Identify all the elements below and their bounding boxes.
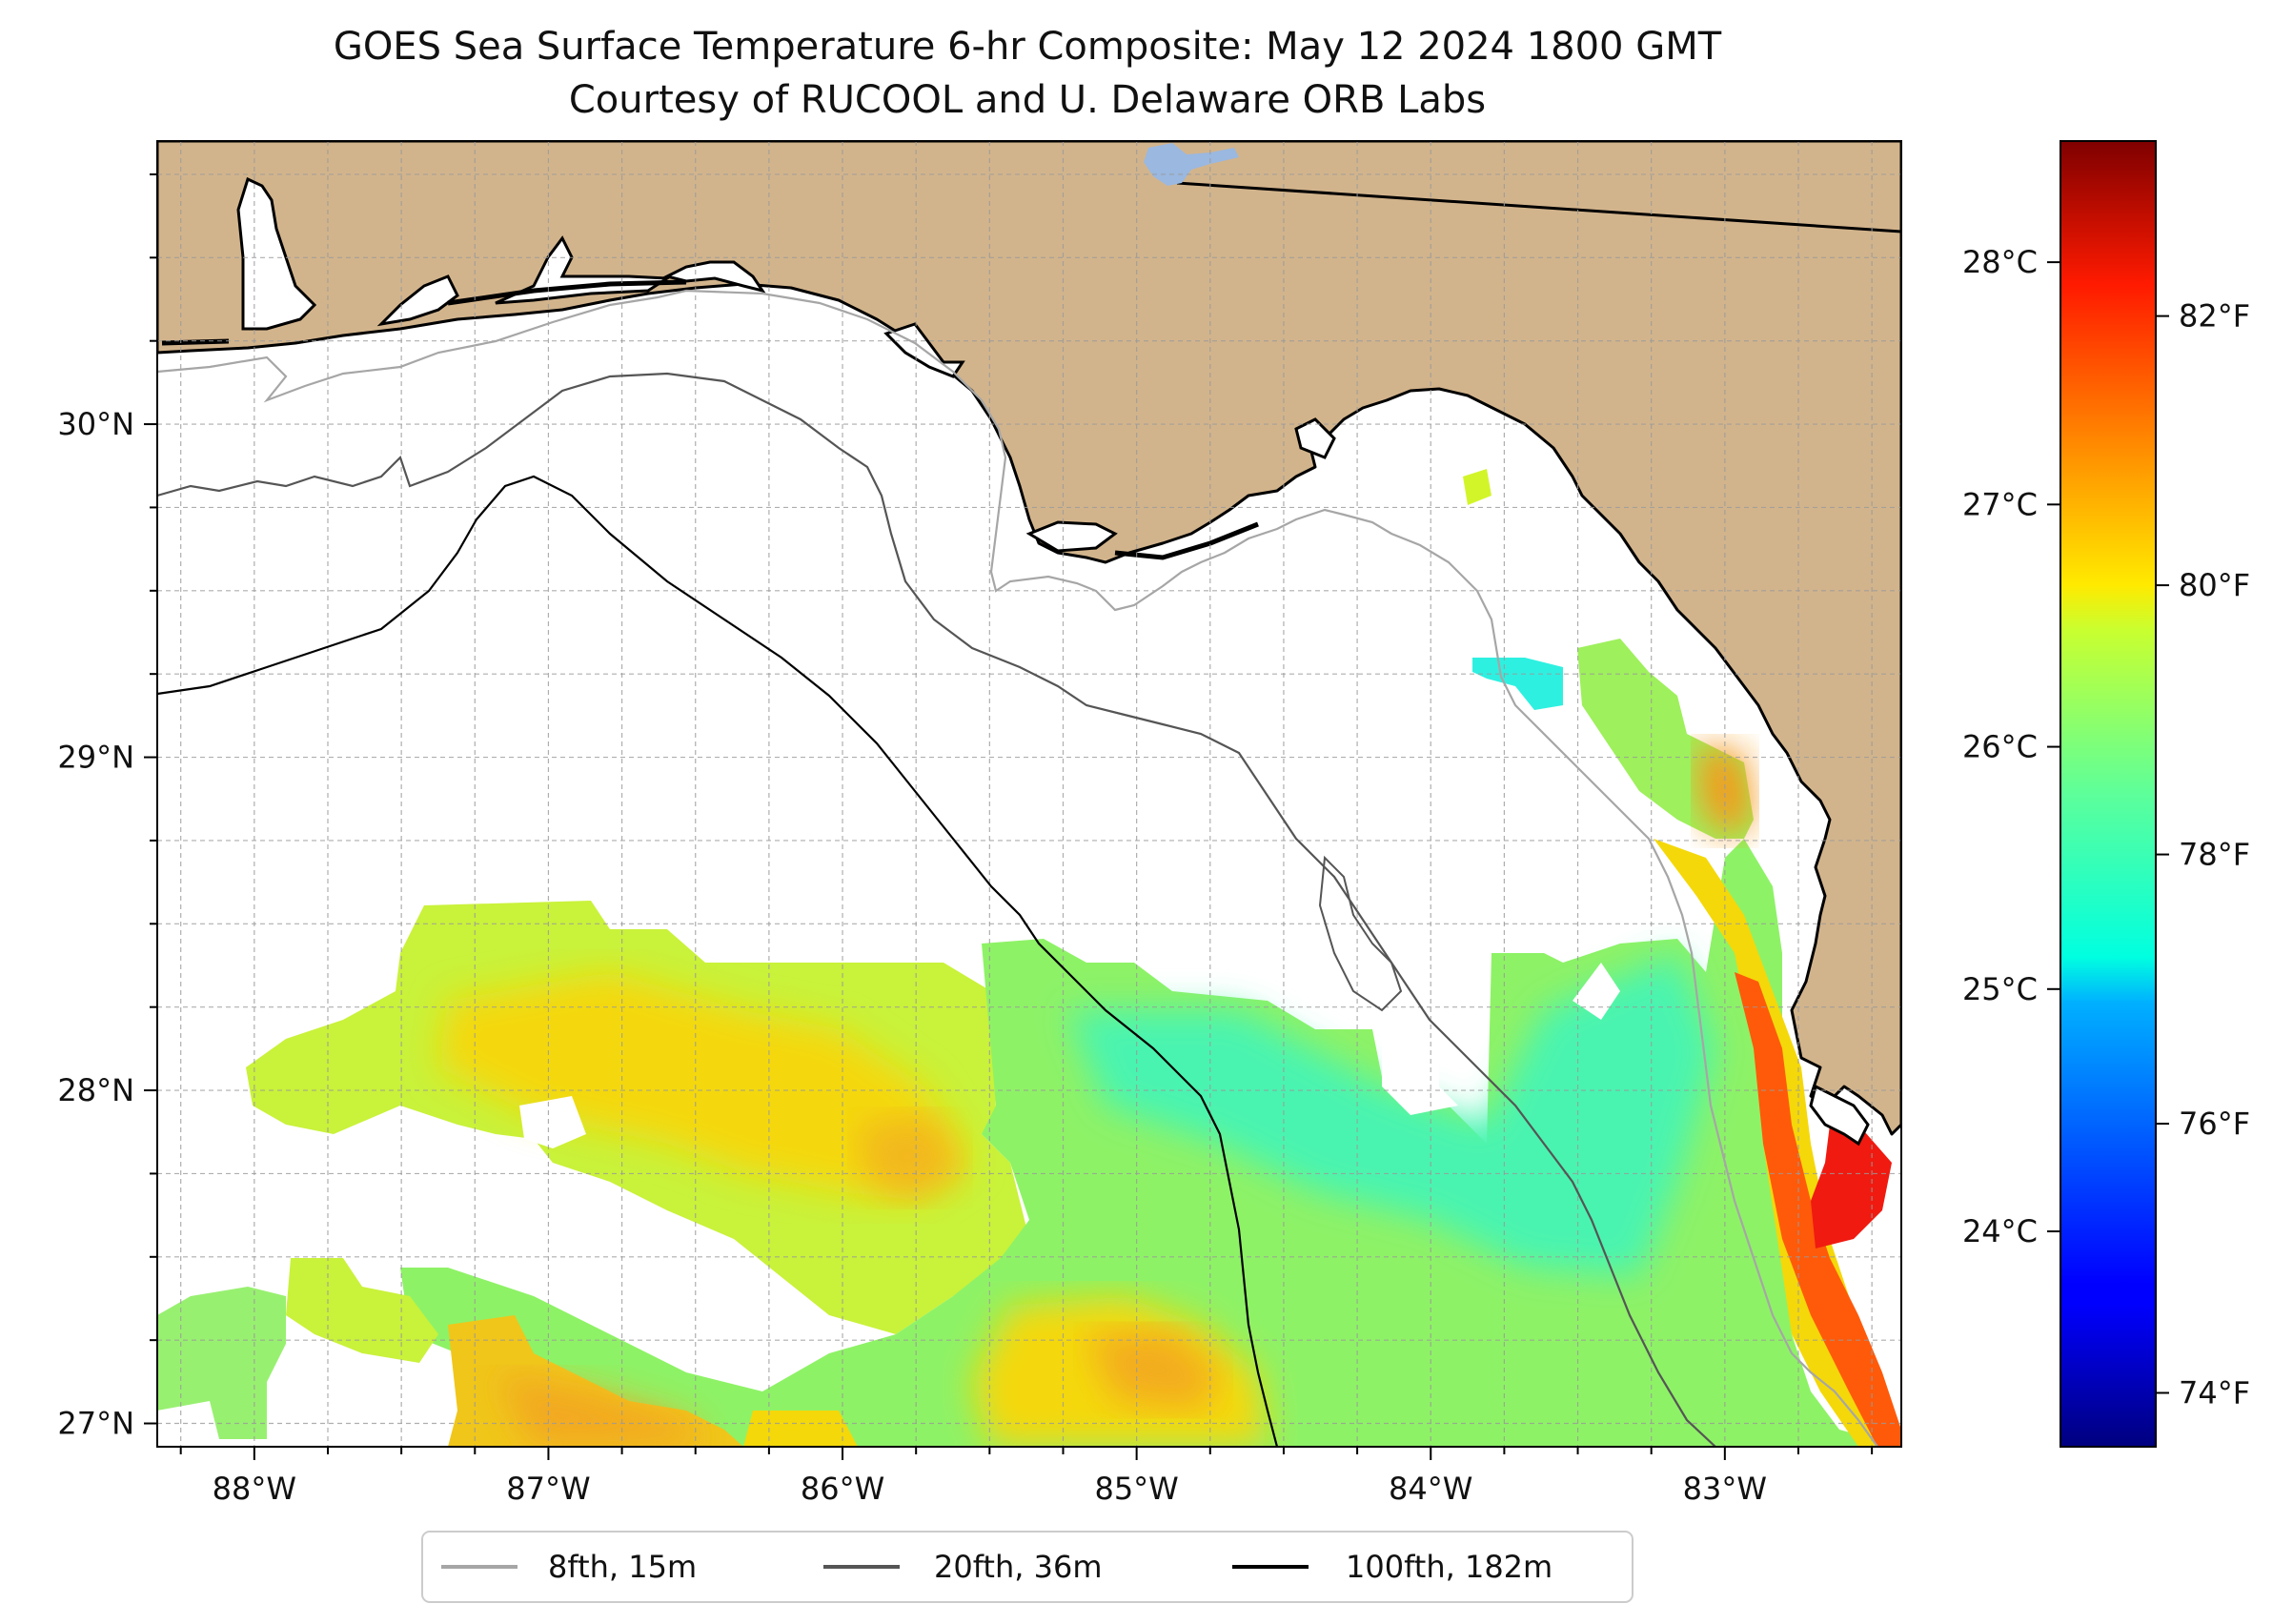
lon-tick-label: 84°W [1389, 1471, 1472, 1507]
barrier-island-3 [1114, 521, 1259, 560]
legend-label-20fth: 20fth, 36m [934, 1549, 1102, 1585]
legend-box [421, 1531, 1634, 1603]
land-mass [157, 141, 1901, 1136]
sst-patch-far-west-2 [286, 1258, 438, 1363]
tampa-bay [1809, 1084, 1870, 1147]
legend: 8fth, 15m 20fth, 36m 100fth, 182m [421, 1531, 1634, 1603]
map-frame [156, 140, 1902, 1448]
sst-patch-south-mid [743, 1411, 858, 1447]
lat-tick-label: 28°N [57, 1072, 134, 1108]
lon-tick-label: 85°W [1094, 1471, 1178, 1507]
sst-gap-3 [1573, 963, 1620, 1020]
legend-label-8fth: 8fth, 15m [548, 1549, 697, 1585]
colorbar-fahrenheit-label: 76°F [2179, 1106, 2250, 1142]
colorbar-celsius-label: 24°C [1962, 1213, 2038, 1249]
lat-tick-label: 30°N [57, 406, 134, 442]
map-title: GOES Sea Surface Temperature 6-hr Compos… [334, 25, 1722, 69]
sst-field [157, 469, 1901, 1447]
lat-ticks: 30°N 29°N 28°N 27°N [57, 173, 157, 1442]
mobile-bay [236, 176, 317, 331]
colorbar-fahrenheit-label: 80°F [2179, 567, 2250, 603]
lon-tick-label: 87°W [506, 1471, 590, 1507]
sst-gap-2 [1382, 1029, 1458, 1115]
pensacola-bay [376, 274, 459, 327]
sst-patch-coastal-orange [1735, 972, 1901, 1447]
contour-20fth-island [1318, 855, 1403, 1012]
colorbar-celsius-label: 25°C [1962, 971, 2038, 1007]
sst-patch-west-core-orange [858, 1115, 963, 1201]
sst-patch-central [400, 839, 1901, 1447]
lon-tick-label: 83°W [1683, 1471, 1767, 1507]
colorbar-fahrenheit-label: 82°F [2179, 298, 2250, 335]
lon-tick-label: 88°W [213, 1471, 296, 1507]
lon-ticks: 88°W 87°W 86°W 85°W 84°W 83°W [179, 1447, 1874, 1507]
state-border [1176, 181, 1901, 233]
sst-patch-south-orange [1086, 1330, 1220, 1411]
lat-tick-label: 27°N [57, 1406, 134, 1442]
colorbar-fahrenheit-ticks: 82°F 80°F 78°F 76°F 74°F [2156, 298, 2250, 1411]
map-area [157, 141, 1901, 1447]
sst-patch-bigbend-orange [1696, 743, 1754, 839]
map-subtitle: Courtesy of RUCOOL and U. Delaware ORB L… [569, 78, 1486, 122]
colorbar-frame [2060, 140, 2157, 1448]
colorbar-celsius-ticks: 28°C 27°C 26°C 25°C 24°C [1962, 244, 2060, 1249]
contour-20fth [157, 372, 1716, 1447]
sst-gap [519, 1096, 586, 1148]
gridlines [157, 141, 1901, 1447]
sst-patch-cyan [1472, 658, 1563, 710]
lake-icon [1144, 143, 1239, 186]
contour-100fth [157, 475, 1279, 1447]
colorbar [2060, 141, 2156, 1447]
st-andrew-bay [662, 260, 766, 294]
colorbar-celsius-label: 26°C [1962, 729, 2038, 765]
lon-tick-label: 86°W [801, 1471, 884, 1507]
barrier-island-1 [161, 338, 230, 346]
colorbar-fahrenheit-label: 78°F [2179, 837, 2250, 873]
contour-8fth [157, 289, 1878, 1447]
barrier-island-2 [447, 279, 687, 306]
big-bend-inlet [1294, 417, 1336, 459]
colorbar-fahrenheit-label: 74°F [2179, 1375, 2250, 1411]
lat-tick-label: 29°N [57, 740, 134, 776]
sst-patch-central-teal [1067, 953, 1715, 1277]
sst-patch-north-spot [1463, 469, 1491, 505]
colorbar-celsius-label: 27°C [1962, 486, 2038, 522]
colorbar-celsius-label: 28°C [1962, 244, 2038, 280]
legend-label-100fth: 100fth, 182m [1346, 1549, 1552, 1585]
sst-patch-west-core [438, 972, 972, 1201]
apalachicola-bay [1025, 520, 1118, 553]
